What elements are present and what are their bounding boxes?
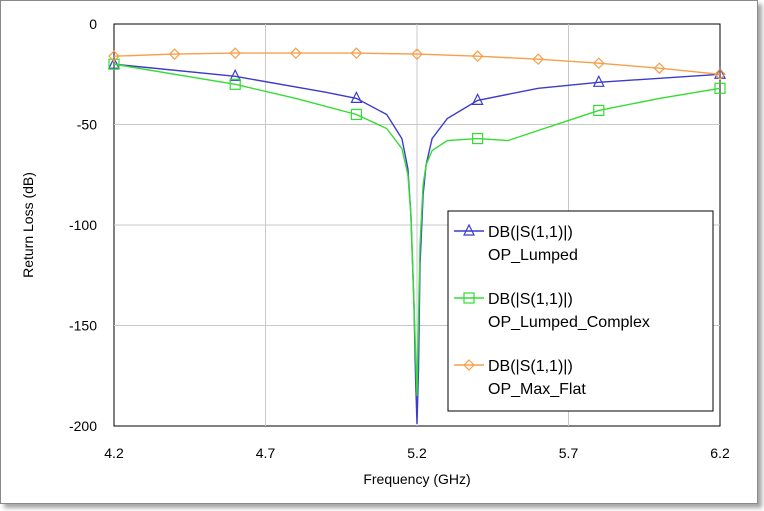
legend-marker <box>463 359 475 371</box>
data-marker <box>229 47 242 59</box>
series-line <box>113 52 721 75</box>
series-line <box>113 63 721 425</box>
legend-entry-subname: OP_Max_Flat <box>488 381 586 398</box>
data-marker <box>229 68 242 81</box>
x-tick-label: 6.2 <box>710 445 730 461</box>
x-tick-label: 4.2 <box>104 445 124 461</box>
data-marker <box>532 53 545 66</box>
series-op-max-flat <box>108 47 726 81</box>
chart-frame: 4.2 4.7 5.2 5.7 6.2 0 -50 -100 -150 -200 Frequenc… <box>0 0 758 504</box>
tick-labels: 4.2 4.7 5.2 5.7 6.2 0 -50 -100 -150 -200 <box>69 16 730 461</box>
x-tick-label: 4.7 <box>256 445 276 461</box>
legend-marker <box>463 223 475 236</box>
x-tick-label: 5.2 <box>407 445 427 461</box>
data-marker <box>411 48 423 60</box>
y-tick-label: -150 <box>69 318 97 334</box>
data-marker <box>350 108 362 121</box>
data-marker <box>350 47 363 59</box>
y-tick-label: -200 <box>69 418 97 434</box>
legend-marker <box>463 292 475 304</box>
data-marker <box>653 62 666 75</box>
x-axis-label: Frequency (GHz) <box>363 471 470 487</box>
series-layer <box>108 47 726 425</box>
series-line <box>113 63 721 396</box>
y-tick-label: -100 <box>69 217 97 233</box>
y-tick-label: -50 <box>77 117 97 133</box>
data-marker <box>350 91 363 103</box>
legend-entry-subname: OP_Lumped <box>488 247 578 264</box>
data-marker <box>471 50 484 63</box>
data-marker <box>472 132 484 145</box>
data-marker <box>168 48 181 60</box>
legend: DB(|S(1,1)|) OP_Lumped DB(|S(1,1)|) OP_Lump… <box>447 210 714 412</box>
data-marker <box>593 104 605 117</box>
data-marker <box>592 57 605 70</box>
series-op-lumped <box>108 56 726 425</box>
data-marker <box>592 74 605 87</box>
x-tick-label: 5.7 <box>559 445 579 461</box>
data-marker <box>108 56 120 69</box>
data-marker <box>229 78 241 90</box>
data-marker <box>471 93 484 105</box>
series-op-lumped-complex <box>108 58 726 396</box>
data-marker <box>714 68 726 81</box>
legend-box <box>447 210 714 412</box>
legend-entry-name: DB(|S(1,1)|) <box>488 291 573 308</box>
legend-entry-subname: OP_Lumped_Complex <box>488 314 650 331</box>
y-tick-label: 0 <box>89 16 97 32</box>
data-marker <box>289 47 302 59</box>
y-axis-label: Return Loss (dB) <box>20 172 36 278</box>
legend-entry-name: DB(|S(1,1)|) <box>488 358 573 375</box>
data-marker <box>714 82 726 94</box>
data-marker <box>714 66 726 79</box>
data-marker <box>108 58 120 70</box>
data-marker <box>108 50 120 63</box>
legend-entry-name: DB(|S(1,1)|) <box>488 224 573 241</box>
